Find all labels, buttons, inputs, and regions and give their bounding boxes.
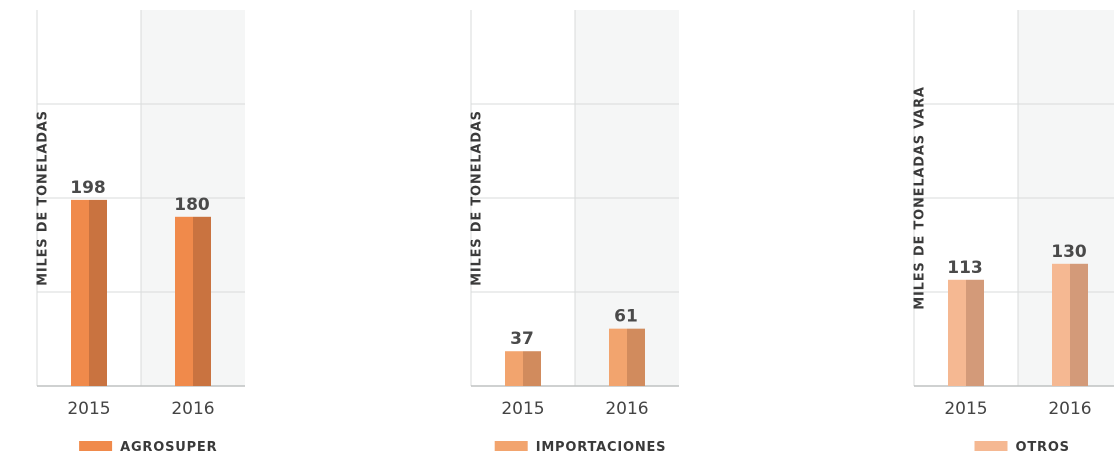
chart-1: MILES DE TONELADAS 198 2015 180 2016 AGROSUPE… [36,10,245,455]
legend-label: OTROS [1016,440,1070,455]
bar-2016-light [1052,263,1070,386]
legend: OTROS [974,440,1070,455]
legend-swatch [974,441,1008,451]
data-label-2016: 61 [614,307,638,327]
legend-label: AGROSUPER [120,440,217,455]
data-label-2016: 180 [174,195,210,215]
bar-2015-light [505,351,523,386]
chart-3: MILES DE TONELADAS VARA 113 2015 130 2016 OTR… [913,10,1114,455]
x-tick-label-2016: 2016 [171,399,214,419]
data-label-2016: 130 [1051,242,1087,262]
x-tick-label-2016: 2016 [1048,399,1091,419]
legend: AGROSUPER [79,440,217,455]
data-label-2015: 113 [947,258,983,278]
bar-2016-dark [1070,263,1088,386]
bar-2016-light [609,328,627,386]
data-label-2015: 37 [510,329,534,349]
x-tick-label-2015: 2015 [501,399,544,419]
y-axis-label: MILES DE TONELADAS [36,110,51,286]
legend-label: IMPORTACIONES [536,440,667,455]
bar-2015-light [948,279,966,386]
data-label-2015: 198 [70,178,106,198]
bar-2015-light [71,199,89,386]
bar-2015-dark [966,279,984,386]
x-tick-label-2016: 2016 [605,399,648,419]
bar-2016-dark [627,328,645,386]
bar-2015-dark [89,199,107,386]
bar-2016-dark [193,216,211,386]
bar-2016-light [175,216,193,386]
y-axis-label: MILES DE TONELADAS [470,110,485,286]
legend-swatch [494,441,528,451]
x-tick-label-2015: 2015 [67,399,110,419]
bar-2015-dark [523,351,541,386]
y-axis-label: MILES DE TONELADAS VARA [913,86,928,310]
chart-2: MILES DE TONELADAS 37 2015 61 2016 IMPORTACIO… [470,10,679,455]
x-tick-label-2015: 2015 [944,399,987,419]
legend-swatch [79,441,113,451]
legend: IMPORTACIONES [494,440,667,455]
